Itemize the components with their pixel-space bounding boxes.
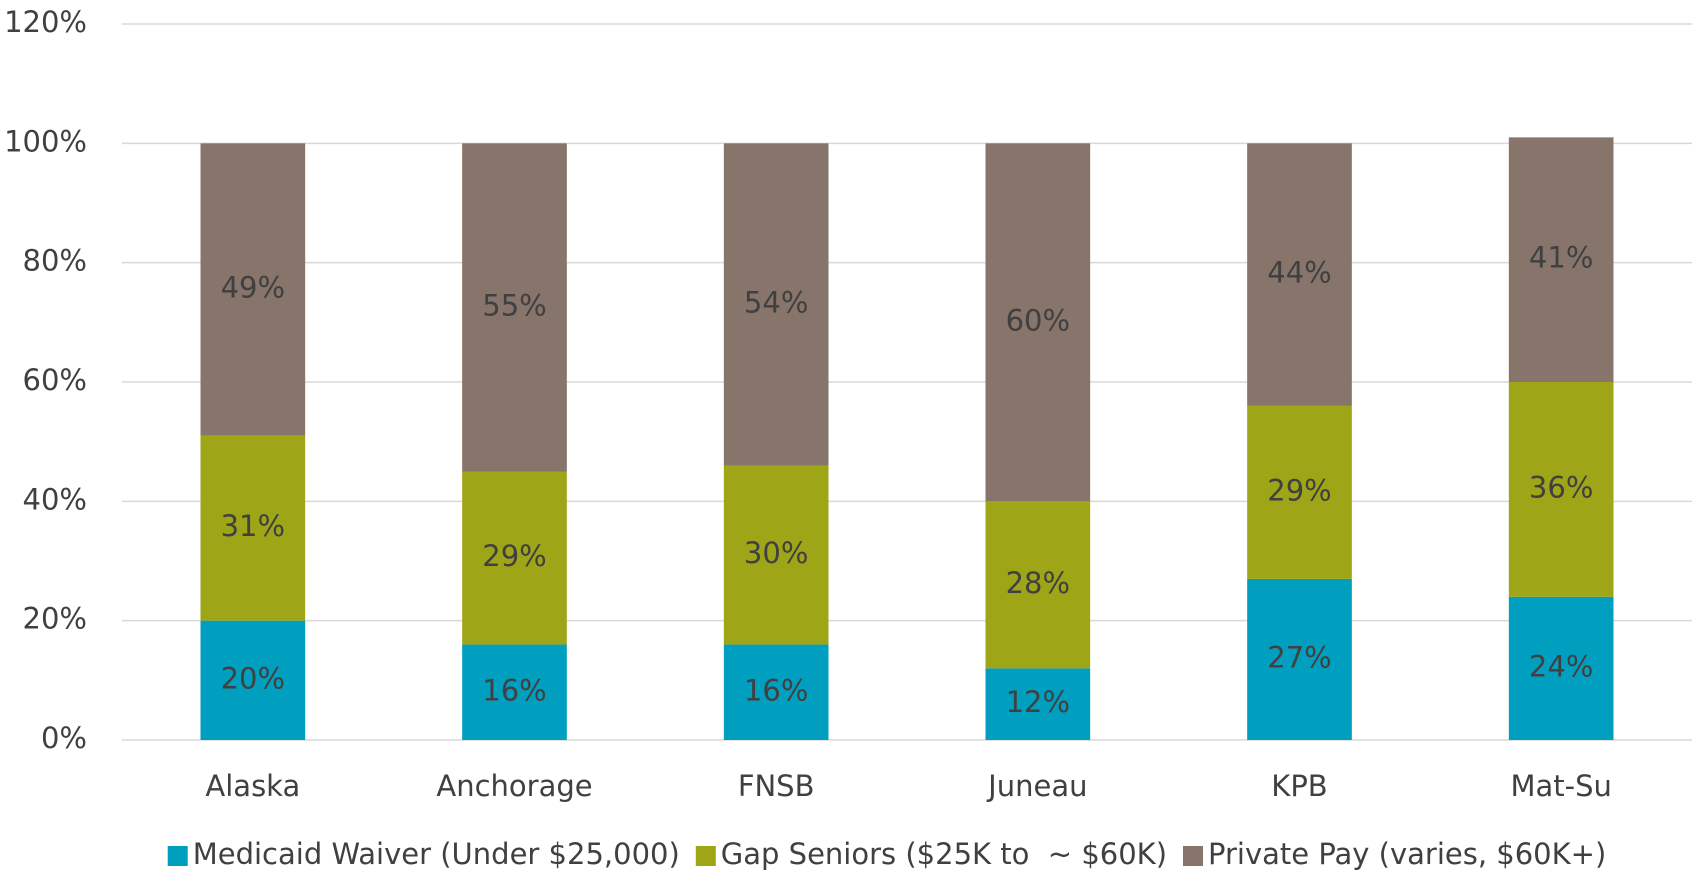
bar-segment <box>200 435 306 621</box>
data-label: 29% <box>1267 473 1331 507</box>
y-tick-label: 0% <box>41 721 87 755</box>
legend-swatch <box>695 846 716 866</box>
bar-segment <box>1247 405 1352 579</box>
bar-segment <box>985 501 1091 669</box>
bar-segment <box>1247 143 1352 406</box>
bar-segment <box>723 644 829 740</box>
bar-segment <box>1508 137 1614 382</box>
data-label: 55% <box>482 288 546 322</box>
data-label: 36% <box>1529 470 1593 504</box>
x-tick-label: Mat-Su <box>1510 769 1611 803</box>
y-tick-label: 80% <box>23 244 87 278</box>
bar-segment <box>1508 382 1614 597</box>
x-tick-label: Alaska <box>205 769 300 803</box>
y-tick-label: 40% <box>23 482 87 516</box>
legend-label: Private Pay (varies, $60K+) <box>1208 837 1606 871</box>
data-label: 41% <box>1529 241 1593 275</box>
bar-segment <box>462 644 567 740</box>
bar-segment <box>985 668 1091 740</box>
bar-segment <box>1247 578 1352 740</box>
data-label: 31% <box>221 509 285 543</box>
legend: Medicaid Waiver (Under $25,000) Gap Senio… <box>167 837 1606 871</box>
data-label: 24% <box>1529 649 1593 683</box>
y-tick-label: 100% <box>4 124 87 158</box>
data-label: 16% <box>482 673 546 707</box>
bar-segment <box>200 620 306 740</box>
legend-label: Gap Seniors ($25K to ~ $60K) <box>721 837 1167 871</box>
bar-segment <box>1508 596 1614 740</box>
data-label: 49% <box>221 271 285 305</box>
x-tick-label: Juneau <box>986 769 1087 803</box>
data-label: 16% <box>744 673 808 707</box>
x-tick-label: Anchorage <box>436 769 592 803</box>
legend-swatch <box>167 846 188 866</box>
data-label: 29% <box>482 539 546 573</box>
bar-segment <box>200 143 306 436</box>
bar-segment <box>462 143 567 472</box>
data-label: 12% <box>1006 685 1070 719</box>
y-tick-label: 120% <box>4 5 87 39</box>
data-label: 44% <box>1267 256 1331 290</box>
y-tick-label: 60% <box>23 363 87 397</box>
y-tick-label: 20% <box>23 602 87 636</box>
x-tick-label: KPB <box>1271 769 1327 803</box>
bar-segment <box>462 471 567 645</box>
data-label: 20% <box>221 661 285 695</box>
data-label: 27% <box>1267 640 1331 674</box>
legend-swatch <box>1183 846 1204 866</box>
bar-segment <box>985 143 1091 502</box>
x-tick-label: FNSB <box>738 769 815 803</box>
data-label: 30% <box>744 536 808 570</box>
legend-label: Medicaid Waiver (Under $25,000) <box>193 837 680 871</box>
bar-segment <box>723 143 829 466</box>
bar-segment <box>723 465 829 645</box>
data-label: 60% <box>1006 303 1070 337</box>
data-label: 54% <box>744 285 808 319</box>
data-label: 28% <box>1006 566 1070 600</box>
